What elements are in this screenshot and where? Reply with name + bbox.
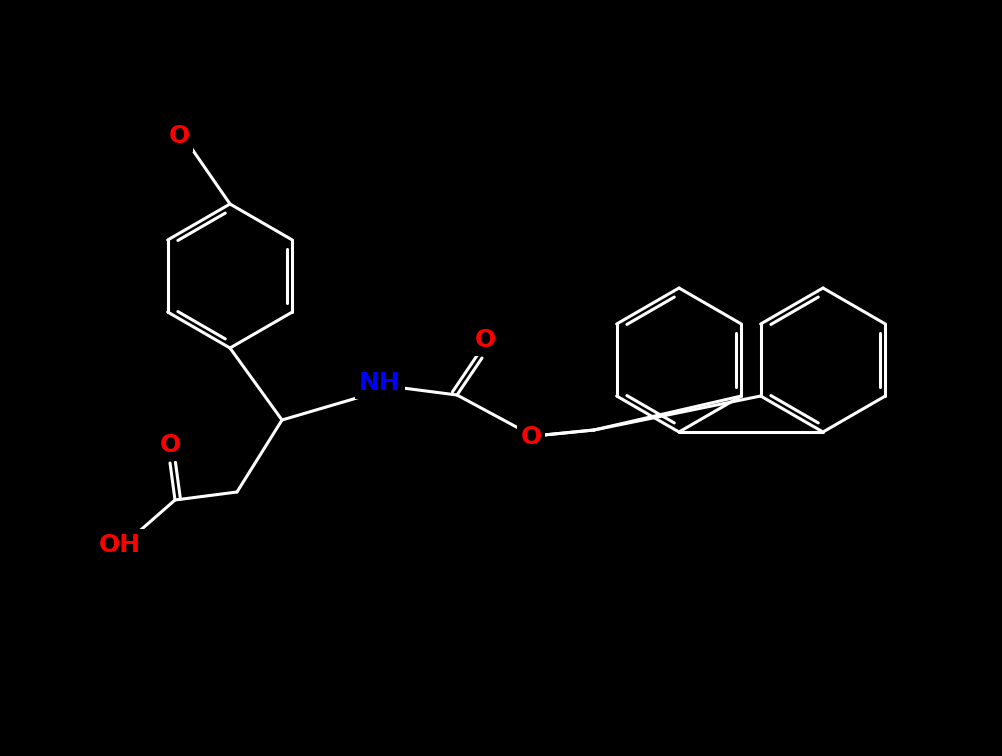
Text: O: O [474,328,495,352]
Text: O: O [520,425,541,449]
Text: NH: NH [359,371,401,395]
Text: O: O [159,433,180,457]
Text: OH: OH [99,533,141,557]
Text: O: O [168,124,189,148]
